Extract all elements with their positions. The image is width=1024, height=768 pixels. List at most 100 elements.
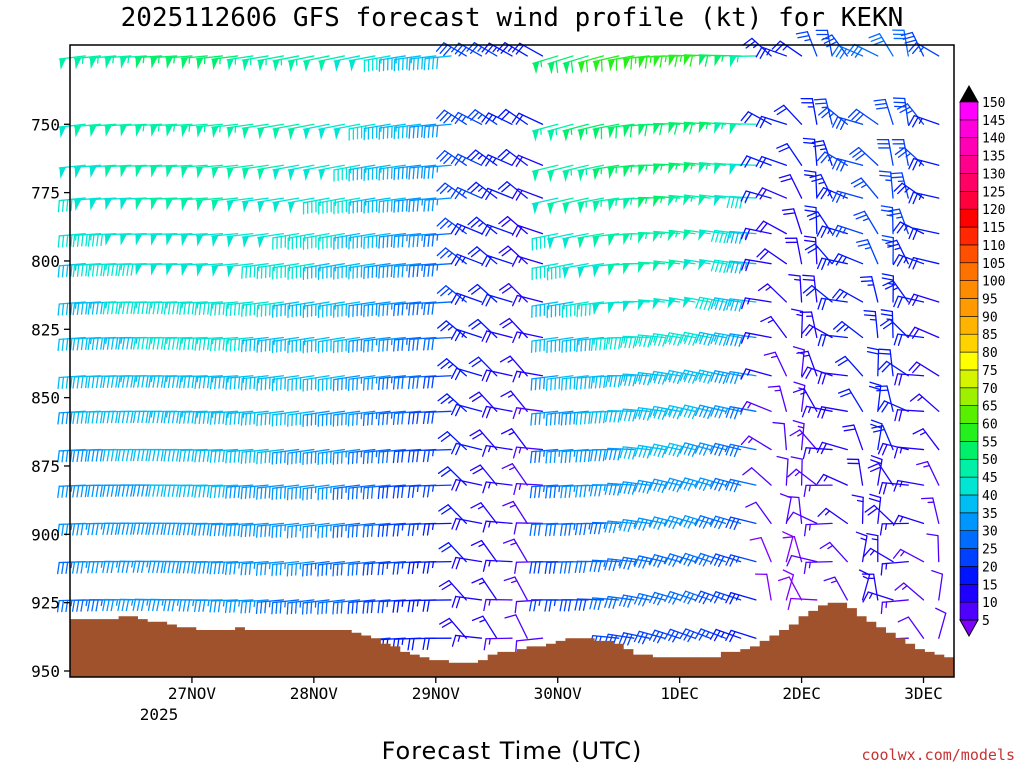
wind-barb — [726, 260, 757, 274]
wind-barb — [873, 98, 894, 125]
colorbar-swatch — [959, 530, 979, 549]
wind-barb — [908, 326, 940, 339]
wind-barb — [89, 197, 117, 211]
wind-barb — [893, 446, 925, 459]
wind-barb — [57, 375, 86, 390]
wind-barb — [481, 405, 513, 419]
colorbar-swatch — [959, 119, 979, 139]
wind-barb — [530, 375, 559, 391]
wind-barb — [57, 336, 86, 352]
plot-area — [70, 45, 954, 677]
wind-barb — [423, 263, 452, 278]
wind-barb — [133, 301, 163, 315]
wind-barb — [347, 599, 376, 615]
wind-barb — [740, 332, 772, 344]
wind-barb — [729, 123, 757, 135]
wind-barb — [668, 162, 696, 175]
wind-barb — [577, 197, 605, 214]
wind-barb — [867, 462, 894, 486]
wind-barb — [816, 441, 848, 455]
wind-barb — [589, 521, 620, 535]
wind-barb — [816, 473, 848, 486]
wind-barb — [73, 123, 102, 138]
wind-barb — [209, 410, 239, 425]
wind-barb — [333, 164, 361, 182]
wind-barb — [894, 409, 925, 422]
wind-barb — [363, 301, 391, 318]
wind-barb — [652, 195, 681, 208]
wind-barb — [778, 174, 803, 199]
wind-barb — [211, 164, 239, 180]
colorbar-label: 135 — [982, 150, 1005, 165]
wind-barb — [592, 232, 620, 248]
wind-barb — [287, 197, 315, 214]
wind-barb — [362, 599, 391, 614]
wind-barb — [882, 280, 909, 303]
wind-barb — [451, 595, 483, 609]
wind-barb — [362, 522, 391, 538]
wind-barb — [546, 232, 574, 250]
wind-barb — [256, 263, 285, 280]
wind-barb — [241, 123, 269, 140]
colorbar-label: 120 — [982, 203, 1005, 218]
wind-barb — [348, 301, 376, 318]
wind-barb — [880, 561, 909, 576]
wind-barb — [679, 442, 711, 457]
colorbar-swatch — [959, 494, 979, 514]
colorbar-label: 15 — [982, 578, 998, 593]
wind-barb — [163, 599, 193, 612]
wind-barb — [150, 263, 178, 276]
wind-barb — [880, 599, 909, 615]
colorbar-swatch — [959, 280, 979, 299]
wind-barb — [866, 533, 879, 563]
wind-barb — [318, 164, 345, 181]
site-credit: coolwx.com/models — [861, 746, 1015, 764]
wind-barb — [348, 164, 376, 182]
wind-barb — [378, 301, 406, 317]
wind-barb — [795, 31, 818, 57]
colorbar-label: 65 — [982, 400, 998, 415]
wind-barb — [194, 484, 224, 498]
wind-barb — [87, 232, 117, 247]
wind-barb — [347, 561, 376, 577]
wind-barb — [317, 301, 345, 319]
wind-barb — [422, 375, 452, 389]
wind-barb — [912, 428, 940, 451]
wind-barb — [851, 494, 864, 525]
wind-barb — [908, 293, 940, 307]
wind-barb — [502, 500, 528, 525]
wind-barb — [393, 197, 422, 213]
wind-barb — [846, 458, 864, 486]
wind-barb — [653, 163, 681, 175]
wind-barb — [468, 318, 498, 339]
wind-barb — [271, 336, 300, 354]
wind-barb — [545, 410, 574, 426]
colorbar-label: 20 — [982, 560, 998, 575]
wind-barb — [503, 576, 528, 601]
wind-barb — [348, 197, 376, 215]
wind-barb — [679, 331, 711, 346]
wind-barb — [832, 321, 864, 339]
wind-barb — [782, 569, 795, 601]
wind-barb — [908, 115, 940, 128]
wind-barb — [683, 121, 711, 135]
wind-barb — [437, 393, 467, 412]
wind-barb — [664, 442, 696, 458]
wind-barb — [194, 522, 224, 536]
wind-barb — [318, 123, 345, 141]
wind-barb — [859, 276, 879, 303]
wind-barb — [224, 561, 254, 576]
wind-barb — [745, 501, 772, 525]
colorbar-label: 25 — [982, 543, 998, 558]
wind-barb — [892, 548, 925, 563]
wind-barb — [178, 599, 208, 612]
colorbar-swatch — [959, 601, 979, 621]
wind-barb — [117, 448, 147, 462]
wind-barb — [729, 55, 757, 68]
wind-barb — [741, 297, 772, 310]
wind-barb — [317, 561, 345, 577]
wind-barb — [272, 55, 300, 72]
wind-barb — [664, 332, 696, 347]
wind-barb — [694, 442, 727, 456]
